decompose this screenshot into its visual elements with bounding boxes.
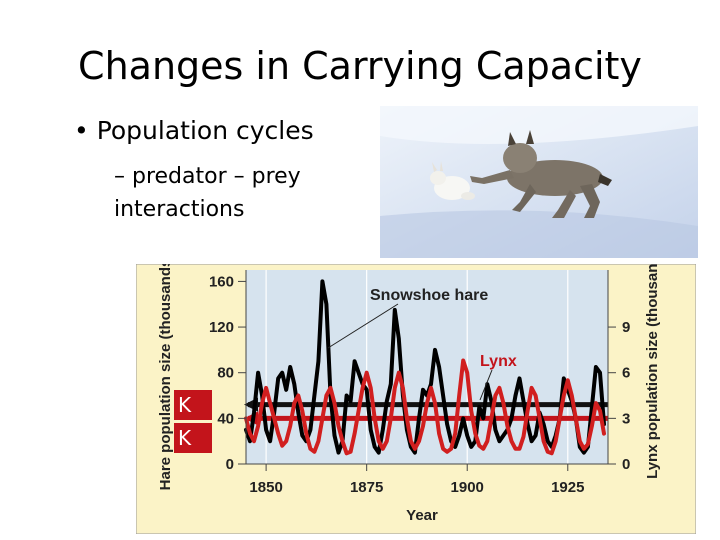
slide-title: Changes in Carrying Capacity <box>78 44 642 88</box>
x-axis-label: Year <box>406 507 438 524</box>
x-tick-label-1850: 1850 <box>249 479 282 496</box>
left-tick-label-40: 40 <box>217 410 234 427</box>
right-tick-label-0: 0 <box>622 456 630 473</box>
lynx-series-line <box>244 358 606 456</box>
bullet-1-text: Population cycles <box>96 116 314 145</box>
left-tick-label-80: 80 <box>217 365 234 382</box>
annotation-hare-pointer <box>327 303 399 349</box>
left-axis-ticks: 0 40 80 120 160 <box>209 273 246 473</box>
left-axis-label: Hare population size (thousands) <box>157 264 174 490</box>
annotation-snowshoe-hare: Snowshoe hare <box>370 287 488 304</box>
hare-figure <box>430 161 475 200</box>
right-axis-ticks: 0 3 6 9 <box>608 319 630 473</box>
bullet-predator-prey: – predator – prey interactions <box>114 164 301 222</box>
hare-series-line <box>244 279 606 455</box>
right-tick-label-3: 3 <box>622 410 630 427</box>
x-tick-label-1925: 1925 <box>551 479 584 496</box>
annotation-lynx: Lynx <box>480 353 517 370</box>
right-tick-label-9: 9 <box>622 319 630 336</box>
bullet-population-cycles: • Population cycles <box>74 116 314 145</box>
left-tick-label-160: 160 <box>209 273 234 290</box>
series-group <box>244 279 606 456</box>
x-tick-label-1900: 1900 <box>451 479 484 496</box>
lynx-hare-photo <box>380 106 698 258</box>
lynx-figure <box>470 130 612 218</box>
hare-lynx-population-chart: 0 40 80 120 160 0 3 6 9 1850 1875 1900 1925 Year H… <box>136 264 696 534</box>
x-axis-ticks: 1850 1875 1900 1925 <box>249 464 584 496</box>
k-label-lynx: K <box>174 423 212 453</box>
right-tick-label-6: 6 <box>622 365 630 382</box>
axes <box>245 270 609 465</box>
k-label-hare: K <box>174 390 212 420</box>
annotation-lynx-pointer <box>479 369 493 401</box>
left-tick-label-120: 120 <box>209 319 234 336</box>
x-tick-label-1875: 1875 <box>350 479 383 496</box>
right-axis-label: Lynx population size (thousands) <box>644 264 661 479</box>
left-tick-label-0: 0 <box>226 456 234 473</box>
